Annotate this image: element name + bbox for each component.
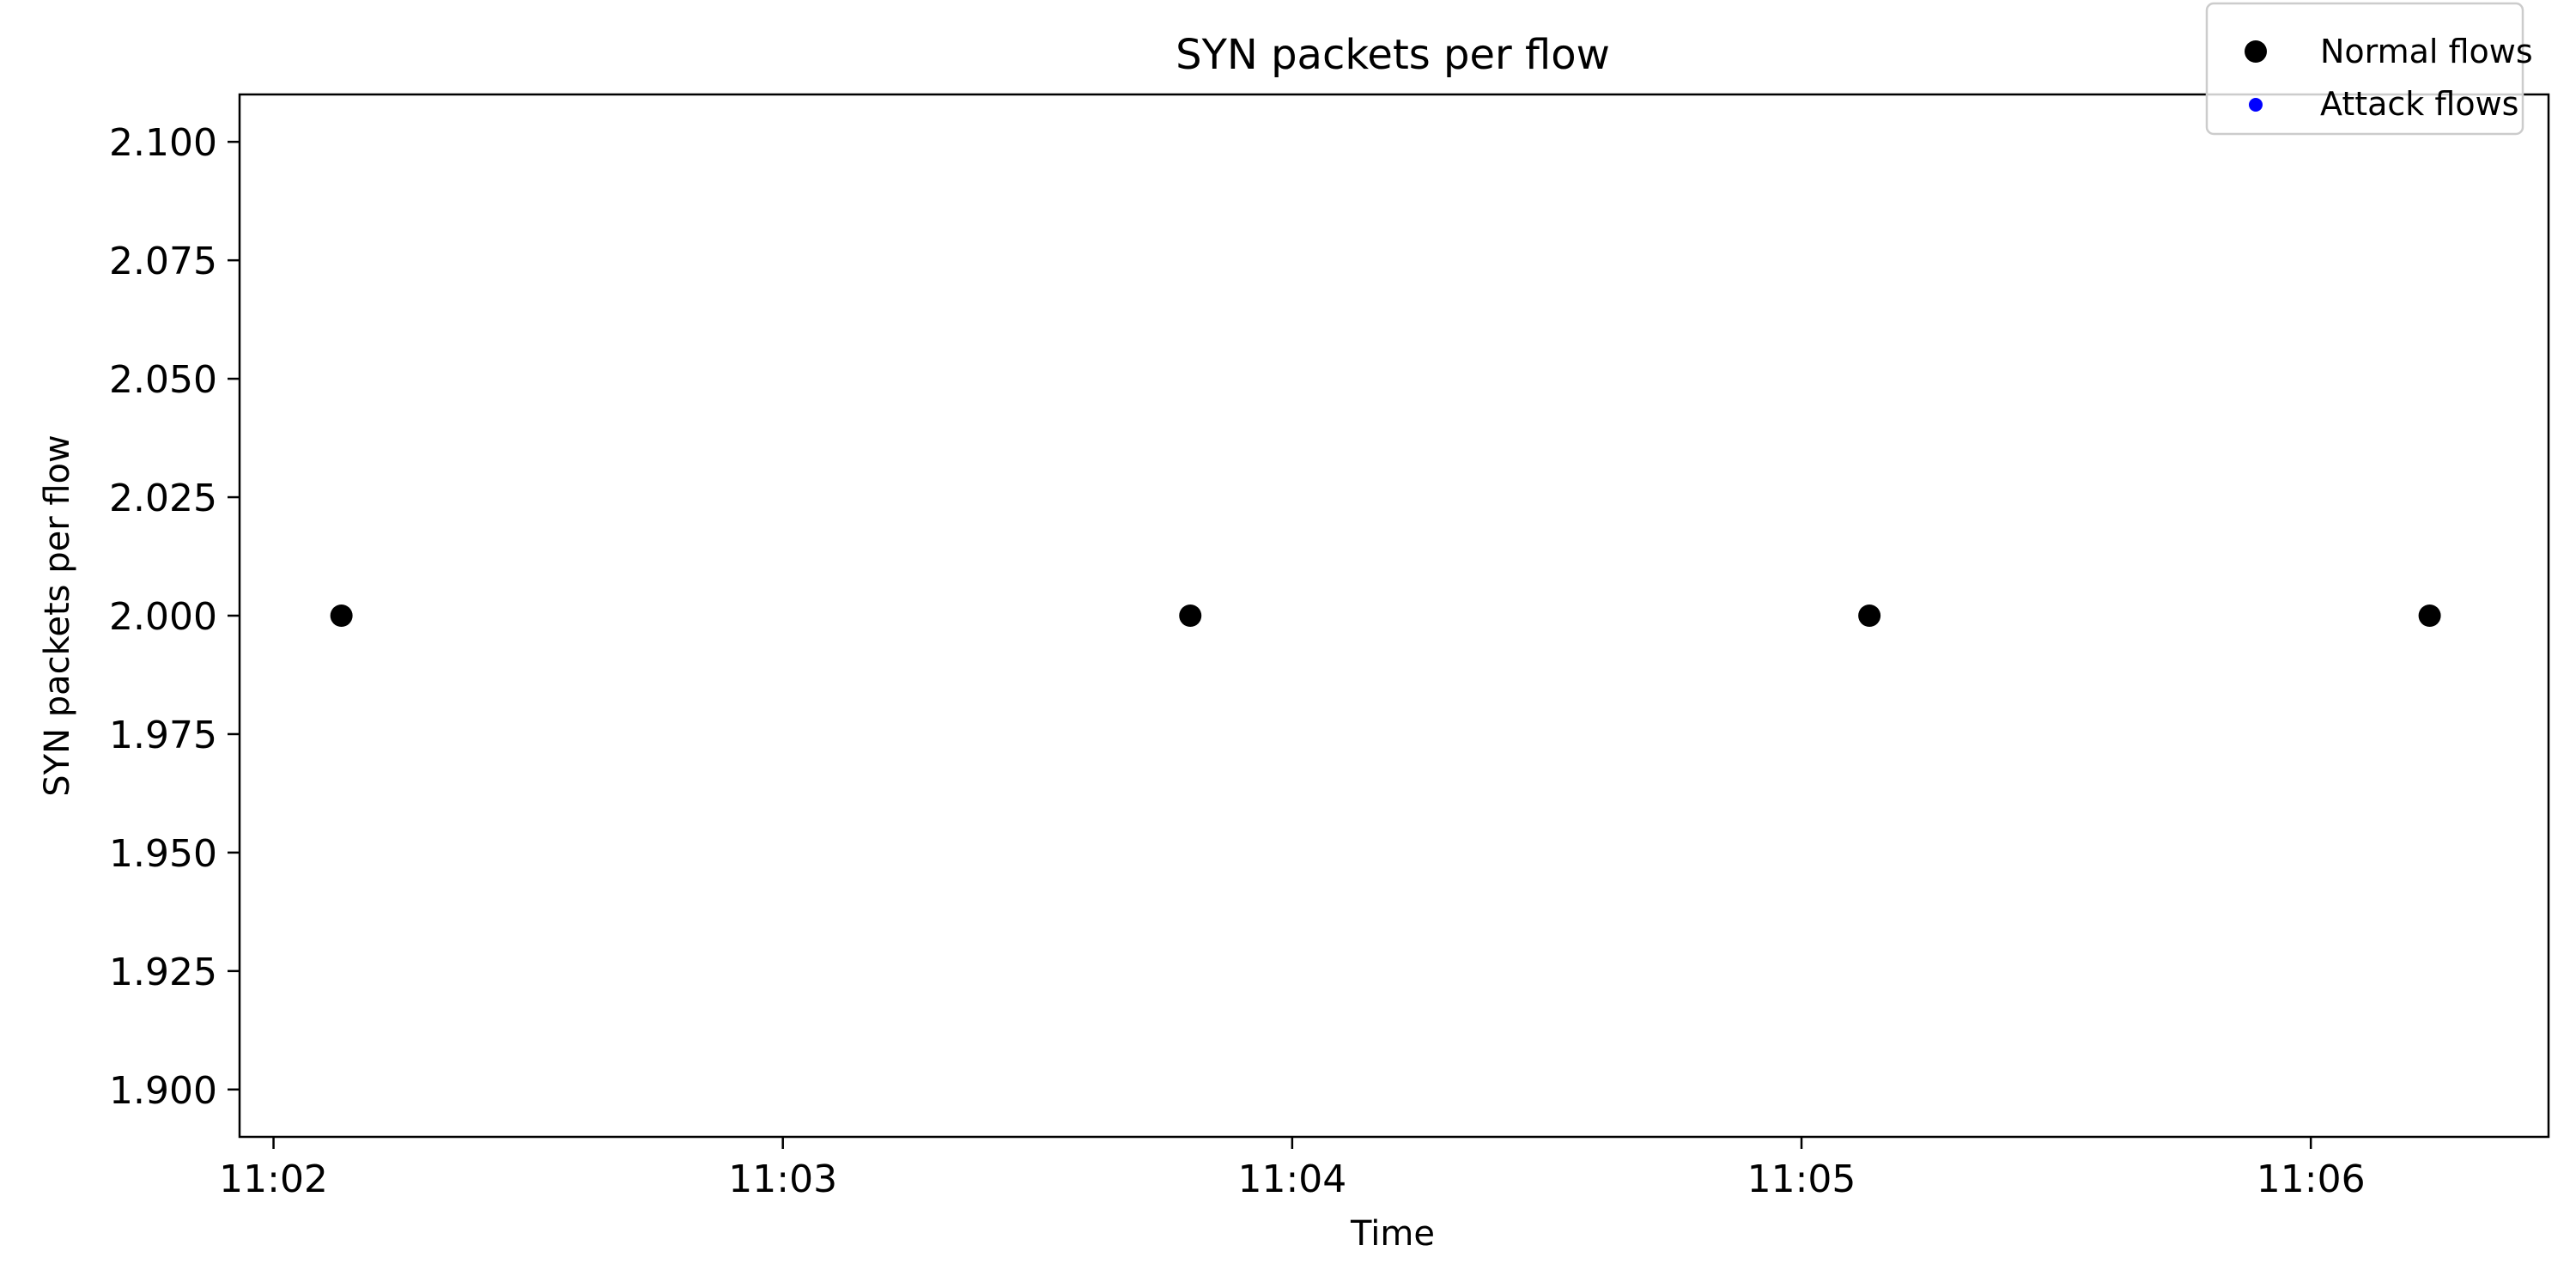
data-point [2418,605,2441,627]
legend-frame [2205,2,2524,136]
y-tick-label: 1.900 [109,1069,217,1113]
y-axis-ticks: 1.900 1.925 1.950 1.975 2.000 2.025 2.050 2.075… [109,121,240,1113]
legend-marker-attack-flows [2249,98,2263,112]
y-tick-label: 2.025 [109,477,217,520]
legend: Normal flows Attack flows [2205,2,2533,136]
data-point [1858,605,1881,627]
y-tick-label: 2.075 [109,240,217,283]
y-tick-label: 2.100 [109,121,217,165]
x-tick-label: 11:05 [1747,1157,1856,1201]
y-tick-label: 1.925 [109,951,217,994]
legend-label-normal-flows: Normal flows [2320,33,2533,70]
plot-frame [238,93,2550,1139]
x-axis-ticks: 11:02 11:03 11:04 11:05 11:06 [219,1137,2366,1201]
y-tick-label: 2.000 [109,595,217,639]
x-tick-label: 11:02 [219,1157,328,1201]
y-tick-label: 1.975 [109,714,217,757]
legend-marker-normal-flows [2245,40,2267,63]
x-tick-label: 11:04 [1237,1157,1346,1201]
x-axis-label: Time [1350,1214,1435,1254]
data-points [330,605,2441,627]
y-axis-label: SYN packets per flow [38,434,77,796]
chart-title: SYN packets per flow [1176,31,1610,79]
data-point [1179,605,1202,627]
legend-label-attack-flows: Attack flows [2320,85,2518,123]
y-tick-label: 1.950 [109,832,217,876]
data-point [330,605,353,627]
y-tick-label: 2.050 [109,358,217,402]
x-tick-label: 11:06 [2257,1157,2366,1201]
x-tick-label: 11:03 [728,1157,837,1201]
